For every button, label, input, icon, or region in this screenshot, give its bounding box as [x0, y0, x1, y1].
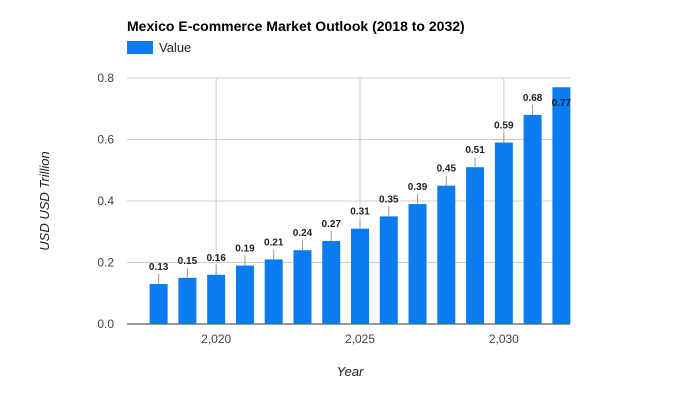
y-tick-label: 0.2	[97, 256, 114, 270]
data-label-2024: 0.27	[322, 219, 342, 230]
y-tick-label: 0.6	[97, 133, 114, 147]
bar-2019	[178, 277, 197, 324]
legend-label: Value	[159, 40, 191, 55]
data-label-2023: 0.24	[293, 228, 313, 239]
data-label-2032: 0.77	[552, 98, 572, 109]
data-label-2022: 0.21	[264, 237, 284, 248]
bar-2020	[207, 274, 226, 324]
data-label-2031: 0.68	[523, 93, 543, 104]
data-label-2026: 0.35	[379, 194, 399, 205]
bar-2028	[437, 185, 456, 324]
bar-2032	[552, 87, 571, 324]
y-axis-label: USD USD Trillion	[37, 151, 52, 250]
data-label-2029: 0.51	[465, 145, 485, 156]
data-label-2021: 0.19	[235, 244, 255, 255]
bar-2027	[408, 204, 427, 324]
bar-2024	[322, 240, 341, 324]
data-label-2028: 0.45	[437, 164, 457, 175]
chart-title: Mexico E-commerce Market Outlook (2018 t…	[127, 18, 465, 34]
y-tick-label: 0.0	[97, 317, 114, 331]
bar-2022	[264, 259, 283, 324]
bar-2029	[466, 167, 485, 324]
data-label-2020: 0.16	[206, 253, 226, 264]
data-label-2019: 0.15	[178, 256, 198, 267]
x-axis-label: Year	[337, 364, 364, 379]
bar-2030	[494, 142, 513, 324]
bar-2021	[235, 265, 254, 324]
data-label-2027: 0.39	[408, 182, 428, 193]
bars	[149, 87, 571, 325]
bar-2025	[351, 228, 370, 324]
y-axis-ticks: 0.0 0.2 0.4 0.6 0.8	[97, 71, 114, 331]
bar-2023	[293, 250, 312, 324]
x-tick-label: 2,030	[489, 332, 519, 346]
x-axis-ticks: 2,020 2,025 2,030	[201, 332, 519, 346]
bar-2031	[523, 114, 542, 325]
bar-2018	[149, 284, 168, 324]
data-labels: 0.13 0.15 0.16 0.19 0.21 0.24 0.27 0.31 0.35 0.39…	[149, 93, 572, 285]
data-label-2025: 0.31	[350, 207, 370, 218]
data-label-2018: 0.13	[149, 262, 169, 273]
bar-2026	[379, 216, 398, 324]
x-tick-label: 2,020	[201, 332, 231, 346]
x-tick-label: 2,025	[345, 332, 375, 346]
y-tick-label: 0.8	[97, 71, 114, 85]
legend-swatch	[127, 41, 153, 54]
y-tick-label: 0.4	[97, 194, 114, 208]
data-label-2030: 0.59	[494, 121, 514, 132]
